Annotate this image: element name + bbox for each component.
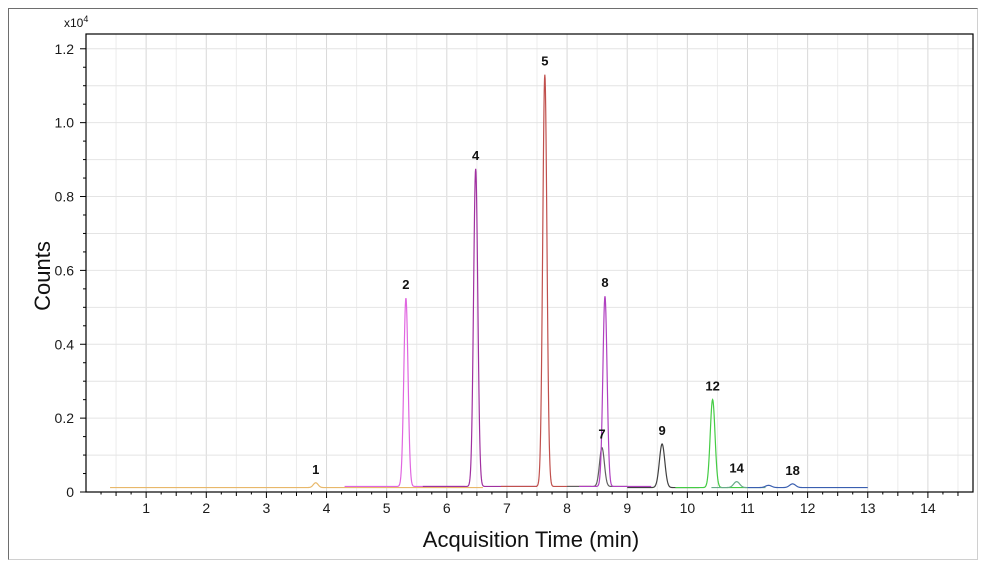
peak-label-1: 1 bbox=[312, 462, 319, 477]
peak-label-9: 9 bbox=[658, 423, 665, 438]
x-tick-label: 1 bbox=[142, 500, 150, 516]
x-tick-label: 12 bbox=[800, 500, 816, 516]
x-tick-label: 7 bbox=[503, 500, 511, 516]
y-tick-label: 0.2 bbox=[55, 410, 75, 426]
x-tick-label: 13 bbox=[860, 500, 876, 516]
x-tick-label: 11 bbox=[740, 500, 755, 516]
chromatogram-trace-8 bbox=[675, 398, 748, 489]
y-tick-label: 0.4 bbox=[55, 336, 75, 352]
y-tick-label: 0 bbox=[66, 484, 74, 500]
x-tick-label: 6 bbox=[443, 500, 451, 516]
chromatogram-trace-3 bbox=[422, 168, 538, 488]
chromatogram-trace-1 bbox=[110, 482, 483, 489]
x-axis-title: Acquisition Time (min) bbox=[423, 527, 639, 552]
chart-frame bbox=[8, 8, 978, 560]
y-axis-title: Counts bbox=[30, 241, 55, 311]
x-tick-label: 8 bbox=[563, 500, 571, 516]
peak-label-2: 2 bbox=[402, 277, 409, 292]
plot-area-border bbox=[85, 33, 974, 493]
x-tick-label: 14 bbox=[920, 500, 936, 516]
x-tick-label: 9 bbox=[623, 500, 631, 516]
peak-label-7: 7 bbox=[598, 427, 605, 442]
chromatogram-trace-7 bbox=[627, 443, 700, 489]
peak-label-12: 12 bbox=[705, 379, 719, 394]
peak-label-18: 18 bbox=[785, 463, 799, 478]
x-tick-label: 2 bbox=[202, 500, 210, 516]
y-multiplier: x104 bbox=[64, 14, 88, 30]
grid-lines bbox=[86, 34, 973, 492]
y-tick-label: 1.0 bbox=[55, 115, 75, 131]
x-tick-label: 3 bbox=[263, 500, 271, 516]
chromatogram-trace-6 bbox=[579, 296, 652, 488]
x-tick-label: 5 bbox=[383, 500, 391, 516]
peak-label-4: 4 bbox=[472, 148, 480, 163]
x-tick-label: 4 bbox=[323, 500, 331, 516]
y-tick-label: 1.2 bbox=[55, 41, 75, 57]
y-tick-label: 0.8 bbox=[55, 189, 75, 205]
peak-label-5: 5 bbox=[541, 54, 548, 69]
y-tick-label: 0.6 bbox=[55, 262, 75, 278]
peak-label-14: 14 bbox=[729, 461, 744, 476]
chromatogram-trace-10 bbox=[747, 483, 868, 489]
chromatogram-trace-4 bbox=[500, 74, 592, 488]
y-axis-ticks: 0 0.2 0.4 0.6 0.8 1.0 1.2 bbox=[55, 41, 86, 500]
series-group bbox=[110, 74, 868, 489]
x-tick-label: 10 bbox=[680, 500, 696, 516]
x-axis-ticks: 1 2 3 4 5 6 7 8 9 10 11 12 13 14 bbox=[100, 492, 959, 516]
peak-label-8: 8 bbox=[601, 275, 608, 290]
